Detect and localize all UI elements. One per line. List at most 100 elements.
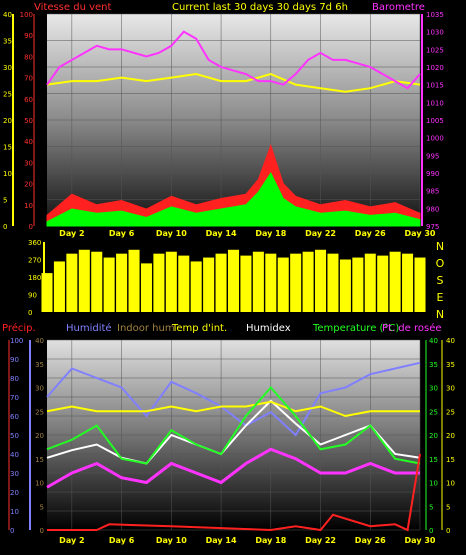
direction-bar (414, 257, 426, 312)
direction-bar (178, 255, 190, 312)
chart2-tick: 270 (28, 257, 41, 265)
direction-bar (66, 253, 78, 312)
direction-letter: N (436, 240, 444, 253)
direction-bar (78, 249, 90, 312)
chart1-left-tick: 40 (3, 11, 12, 19)
chart3-right2-tick: 10 (446, 480, 455, 488)
legend-item: Pt. de rosée (382, 322, 442, 334)
direction-bar (377, 255, 389, 312)
chart3-right2-tick: 30 (446, 385, 455, 393)
chart1-mid-tick: 0 (29, 223, 33, 231)
chart3-right-tick: 30 (429, 385, 438, 393)
chart1-series (46, 30, 421, 227)
chart1-left-tick: 10 (3, 170, 12, 178)
series-temperature (46, 385, 421, 465)
direction-bar (327, 253, 339, 312)
legend-item: Indoor hum (117, 323, 175, 334)
chart1-x-tick: Day 26 (355, 229, 386, 238)
chart1-right-tick: 1035 (426, 11, 444, 19)
chart3-right2-tick: 35 (446, 361, 455, 369)
chart1-x-tick: Day 18 (255, 229, 286, 238)
direction-bar (290, 253, 302, 312)
chart1-header: Vitesse du vent Current last 30 days 30 … (34, 2, 425, 13)
chart3-left-tick: 100 (10, 337, 23, 345)
chart3-x-tick: Day 18 (255, 536, 286, 545)
series-wind (46, 171, 421, 227)
chart3-x-tick: Day 2 (59, 536, 84, 545)
chart3-left2-tick: 5 (40, 503, 44, 511)
chart1-mid-tick: 100 (20, 11, 33, 19)
direction-bar (190, 261, 202, 312)
direction-letter: O (436, 257, 445, 270)
chart3-left-tick: 60 (10, 413, 19, 421)
direction-bar (339, 259, 351, 312)
chart2-tick: 360 (28, 239, 41, 247)
direction-bar (128, 249, 140, 312)
chart3-left2-tick: 40 (35, 337, 44, 345)
chart1-right-tick: 990 (426, 170, 439, 178)
direction-bar (315, 249, 327, 312)
series-humidex (46, 399, 421, 465)
chart3-x-tick: Day 30 (405, 536, 436, 545)
chart1-x-tick: Day 14 (206, 229, 237, 238)
chart1-left-tick: 15 (3, 144, 12, 152)
barometer-title: Barometre (372, 2, 425, 13)
chart1-x-tick: Day 10 (156, 229, 187, 238)
chart1-mid-tick: 90 (24, 32, 33, 40)
chart1-mid-tick: 50 (24, 117, 33, 125)
chart3-right2-tick: 40 (446, 337, 455, 345)
wind-title: Vitesse du vent (34, 2, 111, 13)
chart3-left-tick: 70 (10, 394, 19, 402)
chart1-right-tick: 980 (426, 205, 439, 213)
chart3-left2-tick: 35 (35, 361, 44, 369)
chart2-axes: 0 90 180 270 360 (28, 239, 45, 317)
chart1-right-tick: 985 (426, 188, 439, 196)
series-gust (46, 143, 421, 227)
direction-bar (91, 251, 103, 312)
chart1-left-tick: 35 (3, 38, 12, 46)
direction-bar (252, 251, 264, 312)
chart1-mid-tick: 10 (24, 202, 33, 210)
chart3-right-tick: 35 (429, 361, 438, 369)
chart1-left-tick: 0 (3, 223, 7, 231)
legend-item: Humidex (246, 323, 291, 334)
legend-item: Précip. (2, 322, 36, 334)
series-temp (46, 73, 421, 93)
chart1-right-tick: 1020 (426, 64, 444, 72)
direction-bar (277, 257, 289, 312)
chart1-mid-tick: 70 (24, 75, 33, 83)
direction-bar (302, 251, 314, 312)
chart1-x-tick: Day 6 (109, 229, 135, 238)
series-dewpoint (46, 447, 420, 489)
chart2-tick: 0 (28, 309, 32, 317)
chart1-x-tick: Day 22 (305, 229, 336, 238)
chart3-left2-tick: 15 (35, 456, 44, 464)
direction-letter: S (437, 274, 444, 287)
legend-item: Temperature (°C) (312, 323, 399, 334)
direction-bar (352, 257, 364, 312)
chart3-left-tick: 0 (10, 527, 14, 535)
chart2-tick: 180 (28, 274, 41, 282)
chart1-right-tick: 1015 (426, 82, 444, 90)
chart1-right-tick: 1000 (426, 135, 444, 143)
direction-bar (364, 253, 376, 312)
direction-bar (389, 251, 401, 312)
series-indoor-temp (46, 400, 420, 418)
direction-bar (53, 261, 65, 312)
chart3-left-tick: 20 (10, 489, 19, 497)
direction-bar (116, 253, 128, 312)
chart1-mid-tick: 60 (24, 96, 33, 104)
chart3-right-tick: 20 (429, 432, 438, 440)
chart1-mid-tick: 80 (24, 53, 33, 61)
legend-item: Humidité (66, 322, 112, 334)
chart1-mid-tick: 30 (24, 159, 33, 167)
chart3-left-tick: 90 (10, 356, 19, 364)
chart3-right2-tick: 0 (446, 527, 450, 535)
chart3-left2-tick: 10 (35, 480, 44, 488)
series-baro (46, 30, 421, 90)
chart3-x-tick: Day 14 (206, 536, 237, 545)
direction-bar (153, 253, 165, 312)
